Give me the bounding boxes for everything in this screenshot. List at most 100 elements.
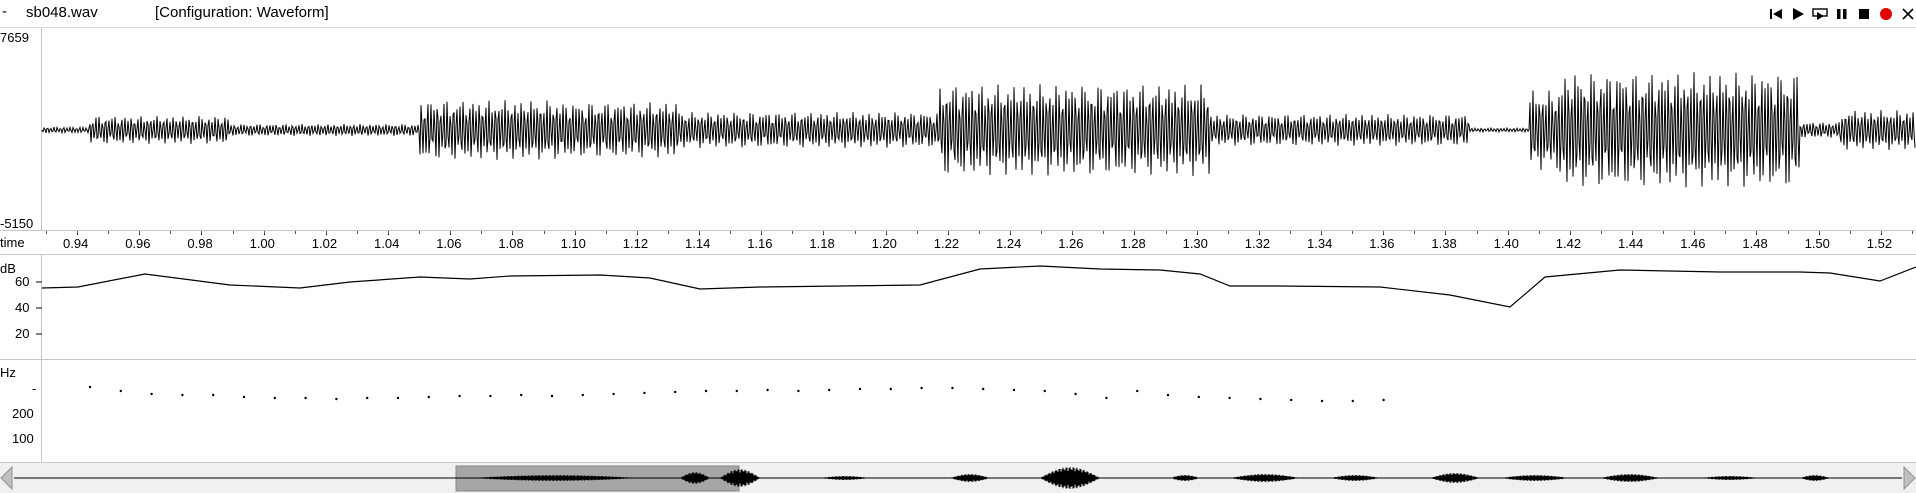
time-minor-tick <box>636 231 638 234</box>
time-minor-tick <box>1383 231 1385 234</box>
time-minor-tick <box>294 231 296 234</box>
divider <box>0 254 1916 255</box>
play-selection-icon[interactable] <box>1812 6 1828 22</box>
waveform-panel[interactable]: 7659 -5150 <box>0 28 1916 231</box>
time-minor-tick <box>1041 231 1043 234</box>
time-minor-tick <box>512 231 514 234</box>
pitch-point <box>1197 395 1201 399</box>
time-tick-label: 1.28 <box>1120 236 1146 251</box>
time-minor-tick <box>388 231 389 234</box>
time-tick-label: 1.42 <box>1555 236 1582 251</box>
pitch-point <box>797 389 800 393</box>
time-tick-label: 1.36 <box>1369 236 1395 251</box>
time-tick-label: 1.38 <box>1431 236 1457 251</box>
time-tick-label: 1.32 <box>1244 236 1271 251</box>
pitch-point <box>1074 392 1077 396</box>
pitch-point <box>304 396 307 400</box>
record-icon[interactable] <box>1878 6 1894 22</box>
time-tick-label: 1.44 <box>1618 236 1644 251</box>
pitch-points <box>88 385 1385 403</box>
pitch-point <box>458 394 461 398</box>
time-minor-tick <box>77 231 78 234</box>
pause-icon[interactable] <box>1834 6 1850 22</box>
time-minor-tick <box>1787 231 1789 234</box>
overview-canvas <box>0 465 1916 492</box>
time-minor-tick <box>1103 231 1105 234</box>
pitch-point <box>1105 396 1108 400</box>
time-minor-tick <box>1414 231 1416 234</box>
intensity-curve <box>41 265 1916 308</box>
waveform-max-label: 7659 <box>0 30 29 45</box>
time-minor-tick <box>1725 231 1727 234</box>
intensity-panel[interactable]: dB 60 40 20 <box>0 255 1916 359</box>
pitch-left-border <box>41 360 42 462</box>
pitch-point <box>550 394 554 398</box>
skip-to-start-icon[interactable] <box>1768 6 1784 22</box>
time-minor-tick <box>947 231 949 234</box>
time-tick-label: 1.16 <box>747 236 773 251</box>
time-tick-label: 1.40 <box>1493 236 1519 251</box>
time-tick-label: 1.10 <box>560 236 586 251</box>
time-tick-label: 1.26 <box>1058 236 1084 251</box>
playback-controls <box>1768 4 1916 24</box>
stop-icon[interactable] <box>1856 6 1872 22</box>
time-minor-tick <box>481 231 483 234</box>
time-minor-tick <box>108 231 110 234</box>
pitch-point <box>1136 389 1139 393</box>
play-icon[interactable] <box>1790 6 1806 22</box>
pitch-point <box>427 395 430 399</box>
pitch-canvas <box>88 385 1385 403</box>
time-tick-label: 1.02 <box>311 236 338 251</box>
time-tick-label: 1.06 <box>436 236 462 251</box>
pitch-point <box>920 386 923 390</box>
time-minor-tick <box>885 231 887 234</box>
time-minor-tick <box>450 231 452 234</box>
waveform-canvas <box>41 72 1916 188</box>
waveform-trace <box>41 72 1916 188</box>
pitch-tick-200: 200 <box>12 406 34 421</box>
divider <box>0 359 1916 360</box>
time-minor-tick <box>201 231 203 234</box>
time-minor-tick <box>356 231 358 234</box>
close-icon[interactable] <box>1900 6 1916 22</box>
time-minor-tick <box>823 231 825 234</box>
pitch-point <box>643 391 646 395</box>
time-minor-tick <box>1227 231 1229 234</box>
pitch-point <box>1382 398 1385 402</box>
pitch-point <box>858 387 862 391</box>
time-minor-tick <box>1600 231 1602 234</box>
time-minor-tick <box>419 231 421 234</box>
time-minor-tick <box>139 231 141 234</box>
pitch-point <box>612 392 615 396</box>
pitch-point <box>520 393 523 397</box>
time-minor-tick <box>1445 231 1447 234</box>
pitch-panel[interactable]: Hz - 200 100 <box>0 360 1916 462</box>
menu-button[interactable]: - <box>2 3 7 20</box>
pitch-point <box>366 396 369 400</box>
divider <box>0 230 1916 231</box>
pitch-point <box>242 395 246 399</box>
pitch-point <box>1043 389 1047 393</box>
time-minor-tick <box>1258 231 1260 234</box>
pitch-unit-label: Hz <box>0 365 16 380</box>
time-tick-label: 1.46 <box>1680 236 1706 251</box>
time-minor-tick <box>1756 231 1758 234</box>
pitch-point <box>951 386 954 390</box>
time-minor-tick <box>1165 231 1167 234</box>
time-minor-tick <box>1818 231 1820 234</box>
pitch-point <box>150 392 153 396</box>
scroll-right-arrow-icon <box>1903 465 1916 491</box>
scroll-left-arrow-icon <box>0 465 13 491</box>
time-minor-tick <box>1289 231 1291 234</box>
intensity-left-border <box>41 255 42 359</box>
time-tick-label: 1.34 <box>1307 236 1333 251</box>
pitch-point <box>1320 399 1324 403</box>
time-tick-label: 1.50 <box>1804 236 1830 251</box>
pitch-point <box>396 396 400 400</box>
time-axis-label: time <box>0 235 25 250</box>
intensity-tick-20: 20 <box>15 326 30 341</box>
time-tick-label: 0.96 <box>125 236 151 251</box>
time-minor-tick <box>1507 231 1509 234</box>
overview-scrollbar[interactable] <box>0 462 1916 493</box>
pitch-point <box>581 393 584 397</box>
